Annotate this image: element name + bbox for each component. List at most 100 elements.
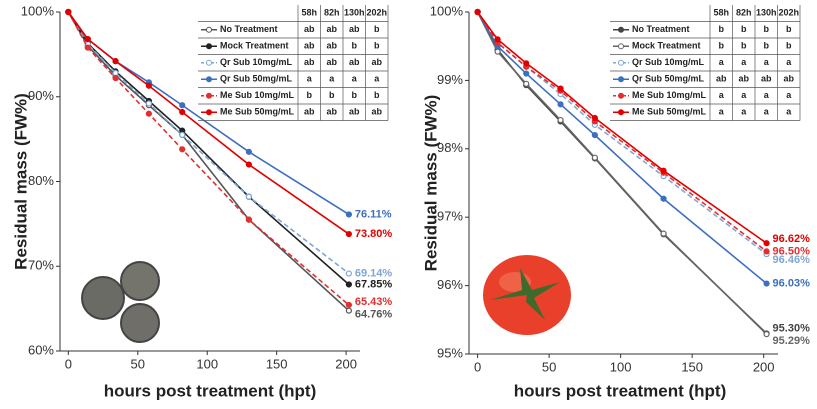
legend-sample-marker bbox=[206, 92, 212, 99]
significance-letter: b bbox=[352, 90, 358, 100]
y-tick-label: 100% bbox=[430, 3, 464, 18]
x-tick-label: 100 bbox=[610, 359, 632, 374]
point bbox=[763, 280, 770, 287]
significance-letter: a bbox=[352, 74, 358, 84]
point bbox=[660, 195, 667, 202]
tomato-image bbox=[483, 255, 571, 335]
legend-label: No Treatment bbox=[220, 24, 278, 34]
legend-sample-marker bbox=[206, 26, 212, 33]
point bbox=[474, 8, 481, 16]
legend-sample-marker bbox=[206, 43, 212, 50]
end-label: 96.62% bbox=[773, 233, 811, 245]
significance-letter: b bbox=[786, 41, 792, 51]
table-header: 130h bbox=[756, 8, 777, 18]
legend-label: Me Sub 50mg/mL bbox=[632, 107, 707, 117]
legend-sample-marker bbox=[618, 109, 624, 116]
legend-sample-marker bbox=[206, 76, 212, 83]
significance-letter: a bbox=[786, 90, 792, 100]
point bbox=[660, 167, 667, 174]
legend-label: Mock Treatment bbox=[632, 41, 701, 51]
end-label: 96.50% bbox=[773, 245, 811, 257]
point bbox=[345, 211, 352, 218]
legend-row: Qr Sub 50mg/mL ab ab ab ab bbox=[610, 74, 800, 88]
end-label: 67.85% bbox=[355, 278, 393, 290]
point bbox=[84, 44, 91, 51]
legend-row: Me Sub 10mg/mL b b b b bbox=[198, 90, 388, 105]
end-label: 95.29% bbox=[773, 335, 811, 347]
point bbox=[145, 100, 152, 107]
significance-letter: a bbox=[329, 74, 335, 84]
point bbox=[591, 154, 598, 161]
x-tick-label: 0 bbox=[474, 359, 481, 374]
y-axis-title: Residual mass (FW%) bbox=[421, 95, 440, 272]
point bbox=[112, 69, 119, 77]
legend-label: Qr Sub 10mg/mL bbox=[632, 57, 705, 67]
significance-letter: a bbox=[786, 57, 792, 67]
significance-letter: a bbox=[719, 107, 725, 117]
end-label: 96.03% bbox=[773, 277, 811, 289]
significance-letter: b bbox=[719, 24, 725, 34]
point bbox=[557, 101, 564, 108]
point bbox=[245, 216, 252, 223]
significance-letter: ab bbox=[304, 107, 315, 117]
end-label: 65.43% bbox=[355, 296, 393, 308]
point bbox=[557, 116, 564, 124]
significance-letter: a bbox=[741, 90, 747, 100]
significance-letter: b bbox=[374, 24, 380, 34]
legend-row: Qr Sub 50mg/mL a a a a bbox=[198, 74, 388, 88]
significance-letter: b bbox=[307, 90, 313, 100]
end-label: 69.14% bbox=[355, 267, 393, 279]
significance-letter: a bbox=[307, 74, 313, 84]
point bbox=[65, 8, 72, 16]
point bbox=[494, 36, 501, 43]
table-header: 58h bbox=[713, 8, 729, 18]
y-tick-label: 95% bbox=[437, 345, 463, 360]
legend-sample-marker bbox=[206, 59, 212, 66]
point bbox=[179, 146, 186, 153]
x-axis-title: hours post treatment (hpt) bbox=[514, 381, 727, 400]
legend-row: Qr Sub 10mg/mL a a a a bbox=[610, 57, 800, 72]
y-tick-label: 98% bbox=[437, 140, 463, 155]
legend-row: No Treatment b b b b bbox=[610, 24, 800, 39]
point bbox=[112, 58, 119, 65]
significance-letter: b bbox=[764, 41, 770, 51]
significance-letter: b bbox=[374, 41, 380, 51]
significance-letter: ab bbox=[349, 107, 360, 117]
significance-letter: ab bbox=[783, 74, 794, 84]
point bbox=[345, 230, 352, 238]
y-tick-label: 96% bbox=[437, 277, 463, 292]
y-tick-label: 60% bbox=[28, 342, 54, 357]
significance-letter: ab bbox=[761, 74, 772, 84]
legend-row: Me Sub 50mg/mL ab ab ab ab bbox=[198, 107, 388, 121]
point bbox=[179, 131, 186, 138]
y-tick-label: 99% bbox=[437, 72, 463, 87]
significance-letter: ab bbox=[326, 24, 337, 34]
legend-label: Qr Sub 50mg/mL bbox=[632, 74, 705, 84]
x-tick-label: 200 bbox=[753, 359, 775, 374]
significance-letter: ab bbox=[716, 74, 727, 84]
significance-letter: a bbox=[374, 74, 380, 84]
significance-letter: b bbox=[786, 24, 792, 34]
table-header: 202h bbox=[778, 8, 799, 18]
legend-row: Qr Sub 10mg/mL ab ab ab ab bbox=[198, 57, 388, 72]
x-axis-title: hours post treatment (hpt) bbox=[104, 381, 317, 400]
table-header: 58h bbox=[301, 8, 317, 18]
significance-letter: ab bbox=[349, 24, 360, 34]
point bbox=[763, 248, 770, 255]
legend-sample-marker bbox=[618, 92, 624, 99]
y-tick-label: 90% bbox=[28, 88, 54, 103]
significance-letter: a bbox=[764, 90, 770, 100]
significance-letter: ab bbox=[304, 41, 315, 51]
significance-letter: ab bbox=[349, 57, 360, 67]
y-axis-title: Residual mass (FW%) bbox=[11, 93, 30, 270]
legend-sample-marker bbox=[618, 76, 624, 83]
series-line bbox=[67, 11, 350, 286]
significance-letter: ab bbox=[326, 107, 337, 117]
point bbox=[557, 85, 564, 92]
legend-label: Me Sub 50mg/mL bbox=[220, 107, 295, 117]
coins-image bbox=[81, 261, 160, 343]
legend-row: Mock Treatment b b b b bbox=[610, 41, 800, 55]
legend-row: Me Sub 50mg/mL a a a a bbox=[610, 107, 800, 121]
significance-letter: a bbox=[719, 57, 725, 67]
